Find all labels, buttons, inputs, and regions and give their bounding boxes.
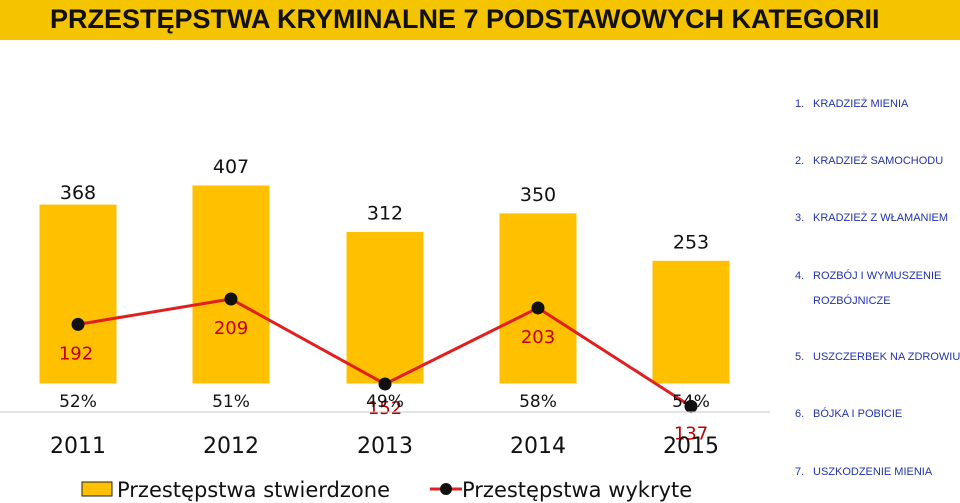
percent-label: 49%: [366, 392, 404, 412]
legend-swatch-marker: [440, 483, 452, 495]
bar-value-label: 350: [520, 184, 556, 206]
percent-label: 52%: [59, 392, 97, 412]
category-item: 5. USZCZERBEK NA ZDROWIU: [795, 349, 960, 365]
line-value-label: 137: [674, 423, 708, 444]
page-title: PRZESTĘPSTWA KRYMINALNE 7 PODSTAWOWYCH K…: [0, 0, 960, 40]
bar-stwierdzone: [498, 212, 578, 385]
category-item: 7. USZKODZENIE MIENIA: [795, 464, 960, 480]
bar-value-label: 312: [367, 202, 403, 224]
line-value-label: 152: [368, 398, 402, 419]
legend-label-bar: Przestępstwa stwierdzone: [117, 478, 390, 502]
category-item: 1. KRADZIEŻ MIENIA: [795, 96, 960, 112]
x-tick-label: 2014: [510, 434, 566, 459]
line-value-label: 192: [59, 343, 93, 364]
bar-stwierdzone: [651, 259, 731, 385]
x-tick-label: 2011: [50, 434, 106, 459]
category-number: 3.: [795, 212, 805, 224]
category-label-continued: ROZBÓJNICZE: [813, 295, 891, 307]
line-marker: [71, 317, 85, 331]
category-number: 5.: [795, 351, 805, 363]
line-marker: [224, 292, 238, 306]
bar-stwierdzone: [345, 230, 425, 385]
category-item: 6. BÓJKA I POBICIE: [795, 406, 960, 422]
x-tick-label: 2013: [357, 434, 413, 459]
percent-label: 58%: [519, 392, 557, 412]
x-tick-label: 2012: [203, 434, 259, 459]
legend-swatch-bar: [81, 481, 113, 497]
category-label: KRADZIEŻ MIENIA: [813, 98, 909, 110]
category-item: 3. KRADZIEŻ Z WŁAMANIEM: [795, 210, 960, 226]
category-number: 4.: [795, 270, 805, 282]
category-label: BÓJKA I POBICIE: [813, 408, 903, 420]
line-value-label: 203: [521, 327, 555, 348]
category-item: 2. KRADZIEŻ SAMOCHODU: [795, 153, 960, 169]
line-value-label: 209: [214, 318, 248, 339]
category-label: KRADZIEŻ Z WŁAMANIEM: [813, 212, 949, 224]
bar-value-label: 253: [673, 231, 709, 253]
category-label: KRADZIEŻ SAMOCHODU: [813, 155, 944, 167]
x-tick-label: 2015: [663, 434, 719, 459]
category-number: 6.: [795, 408, 805, 420]
bar-stwierdzone: [38, 203, 118, 385]
category-number: 7.: [795, 466, 805, 478]
bar-value-label: 407: [213, 156, 249, 178]
category-number: 1.: [795, 98, 805, 110]
bar-value-label: 368: [60, 182, 96, 204]
legend-label-line: Przestępstwa wykryte: [462, 478, 692, 502]
category-number: 2.: [795, 155, 805, 167]
line-marker: [531, 301, 545, 315]
line-marker: [684, 399, 698, 413]
line-marker: [378, 377, 392, 391]
percent-label: 51%: [212, 392, 250, 412]
category-label: ROZBÓJ I WYMUSZENIE: [813, 270, 942, 282]
category-label: USZCZERBEK NA ZDROWIU: [813, 351, 960, 363]
category-item: 4. ROZBÓJ I WYMUSZENIE ROZBÓJNICZE: [795, 268, 960, 309]
bar-stwierdzone: [191, 184, 271, 385]
percent-label: 54%: [672, 392, 710, 412]
category-label: USZKODZENIE MIENIA: [813, 466, 933, 478]
